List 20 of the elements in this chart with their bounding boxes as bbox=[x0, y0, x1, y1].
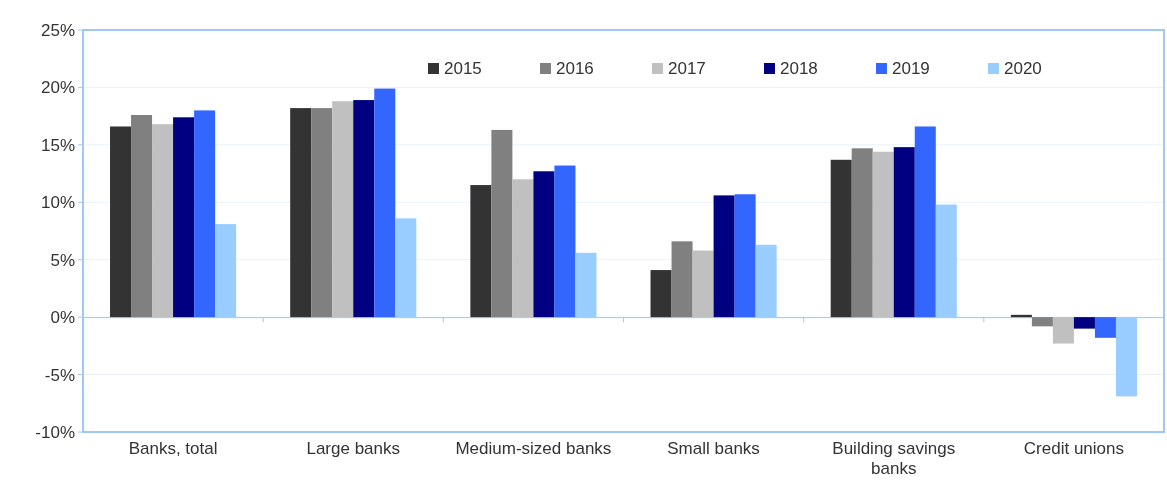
y-tick-label: 15% bbox=[40, 135, 75, 155]
legend-label: 2020 bbox=[1004, 59, 1042, 78]
y-tick-label: -10% bbox=[35, 422, 75, 442]
x-tick-label: Small banks bbox=[667, 439, 760, 458]
y-tick-label: 25% bbox=[40, 20, 75, 40]
y-tick-label: 10% bbox=[40, 193, 75, 213]
x-tick-label: Medium-sized banks bbox=[455, 439, 612, 458]
y-tick-label: 20% bbox=[40, 78, 75, 98]
x-tick-label: Large banks bbox=[306, 439, 401, 458]
legend-label: 2016 bbox=[556, 59, 594, 78]
x-tick-label: Building savings banks bbox=[832, 439, 956, 478]
legend-label: 2015 bbox=[444, 59, 482, 78]
y-tick-label: 0% bbox=[50, 308, 75, 328]
legend-label: 2018 bbox=[780, 59, 818, 78]
x-tick-label: Banks, total bbox=[128, 439, 218, 458]
x-tick-label: Credit unions bbox=[1023, 439, 1124, 458]
y-tick-label: 5% bbox=[50, 250, 75, 270]
legend-label: 2017 bbox=[668, 59, 706, 78]
legend-label: 2019 bbox=[892, 59, 930, 78]
y-tick-label: -5% bbox=[44, 365, 75, 385]
